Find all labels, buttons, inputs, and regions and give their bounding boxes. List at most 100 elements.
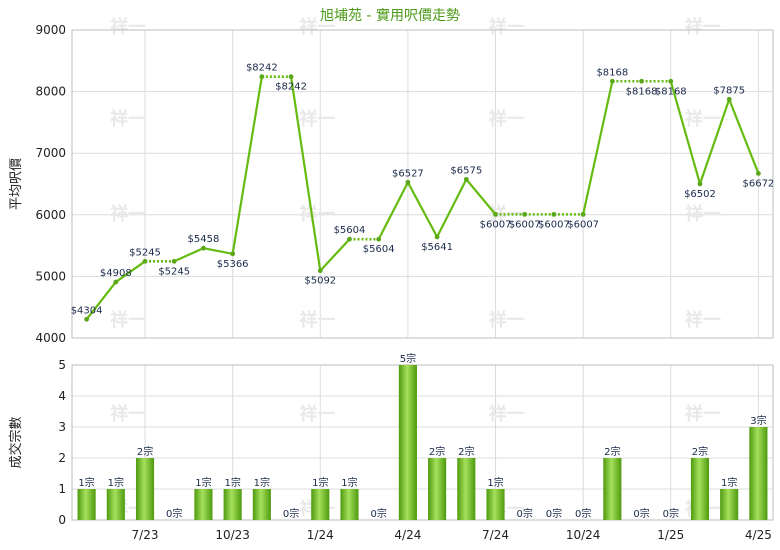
count-bar [311,489,330,520]
count-bar-label: 1宗 [312,476,328,489]
price-tick-label: 9000 [35,23,66,37]
price-line-segment [582,81,614,215]
price-tick-label: 6000 [35,208,66,222]
count-bar-label: 2宗 [604,445,620,458]
price-line-segment [465,178,497,216]
price-line-segment [698,98,731,185]
price-point-label: $6575 [450,165,482,176]
watermark-text: 祥一 [299,16,335,38]
price-point-label: $6007 [567,219,599,230]
price-point [668,78,674,84]
price-point-label: $8168 [596,67,628,78]
price-line-segment [231,76,263,255]
count-bar-label: 0宗 [166,507,182,520]
count-bar [690,458,710,520]
watermark-text: 祥一 [110,309,146,331]
watermark-text: 祥一 [489,16,525,38]
watermark-text: 祥一 [299,403,335,425]
count-bar-label: 0宗 [546,507,562,520]
price-tick-label: 7000 [35,146,66,160]
price-point-label: $6007 [509,219,541,230]
count-bar [106,489,125,520]
price-line-segment [289,76,322,271]
price-tick-label: 5000 [35,269,66,283]
price-line-segment [203,247,233,255]
watermark-text: 祥一 [685,203,721,225]
price-plot-frame [71,29,774,339]
price-line-segment [406,181,439,238]
price-point [317,268,323,274]
price-point-label: $5458 [188,234,220,245]
price-line-segment [85,281,117,320]
price-point [726,96,732,102]
watermark-text: 祥一 [299,203,335,225]
count-bar-label: 1宗 [195,476,211,489]
count-bar-label: 1宗 [254,476,270,489]
watermark-text: 祥一 [685,108,721,130]
price-line-segment [173,247,204,263]
count-bar [252,489,271,520]
chart-title: 旭埔苑 - 實用呎價走勢 [320,7,460,24]
count-bar [398,365,417,520]
price-point-label: $5366 [217,259,249,270]
count-bar-label: 2宗 [692,445,708,458]
watermark-text: 祥一 [489,403,525,425]
price-point [171,258,177,264]
price-point [697,181,703,187]
watermark-text: 祥一 [110,403,146,425]
count-bar [223,489,242,520]
count-tick-label: 5 [58,358,66,372]
x-tick-label: 4/24 [394,528,421,542]
price-point-label: $8242 [275,82,307,93]
price-point [493,211,498,217]
price-point [376,236,382,242]
count-bar-label: 1宗 [224,476,240,489]
price-point-label: $8168 [626,86,658,97]
count-bar [135,458,155,520]
price-point [201,245,206,251]
price-point [434,234,440,240]
price-point [347,236,352,242]
count-bar-label: 1宗 [78,476,94,489]
count-bar-label: 2宗 [137,445,153,458]
price-point-label: $5245 [129,247,161,258]
count-bar-label: 0宗 [575,507,591,520]
price-point [288,74,294,80]
count-bar-label: 1宗 [341,476,357,489]
watermark-text: 祥一 [299,309,335,331]
count-bar-label: 0宗 [663,507,679,520]
count-bar [428,458,447,520]
price-point-label: $6527 [392,168,424,179]
price-point [463,176,469,182]
price-point-label: $6007 [538,219,570,230]
count-bar-label: 2宗 [429,445,445,458]
watermark-text: 祥一 [685,403,721,425]
price-line-segment [115,260,146,283]
count-bar-label: 0宗 [633,507,649,520]
price-point [405,179,411,185]
count-bar [749,427,768,520]
count-tick-label: 4 [58,389,66,403]
price-point [755,171,761,176]
watermark-text: 祥一 [110,203,146,225]
count-bar-label: 5宗 [400,352,416,365]
watermark-text: 祥一 [685,309,721,331]
watermark-text: 祥一 [299,108,335,130]
price-point-label: $4304 [71,305,103,316]
count-bar [340,489,359,520]
count-bar [603,458,622,520]
price-point [84,316,90,322]
count-axis-label: 成交宗數 [8,416,24,468]
count-tick-label: 0 [58,513,66,527]
price-point [230,251,236,257]
price-line-segment [728,98,760,174]
price-point-label: $5092 [304,276,336,287]
count-tick-label: 1 [58,482,66,496]
price-point [113,279,119,285]
price-line-segment [377,181,409,240]
price-point-label: $5604 [363,244,395,255]
count-bar-label: 2宗 [458,445,474,458]
x-tick-label: 10/23 [215,528,250,542]
